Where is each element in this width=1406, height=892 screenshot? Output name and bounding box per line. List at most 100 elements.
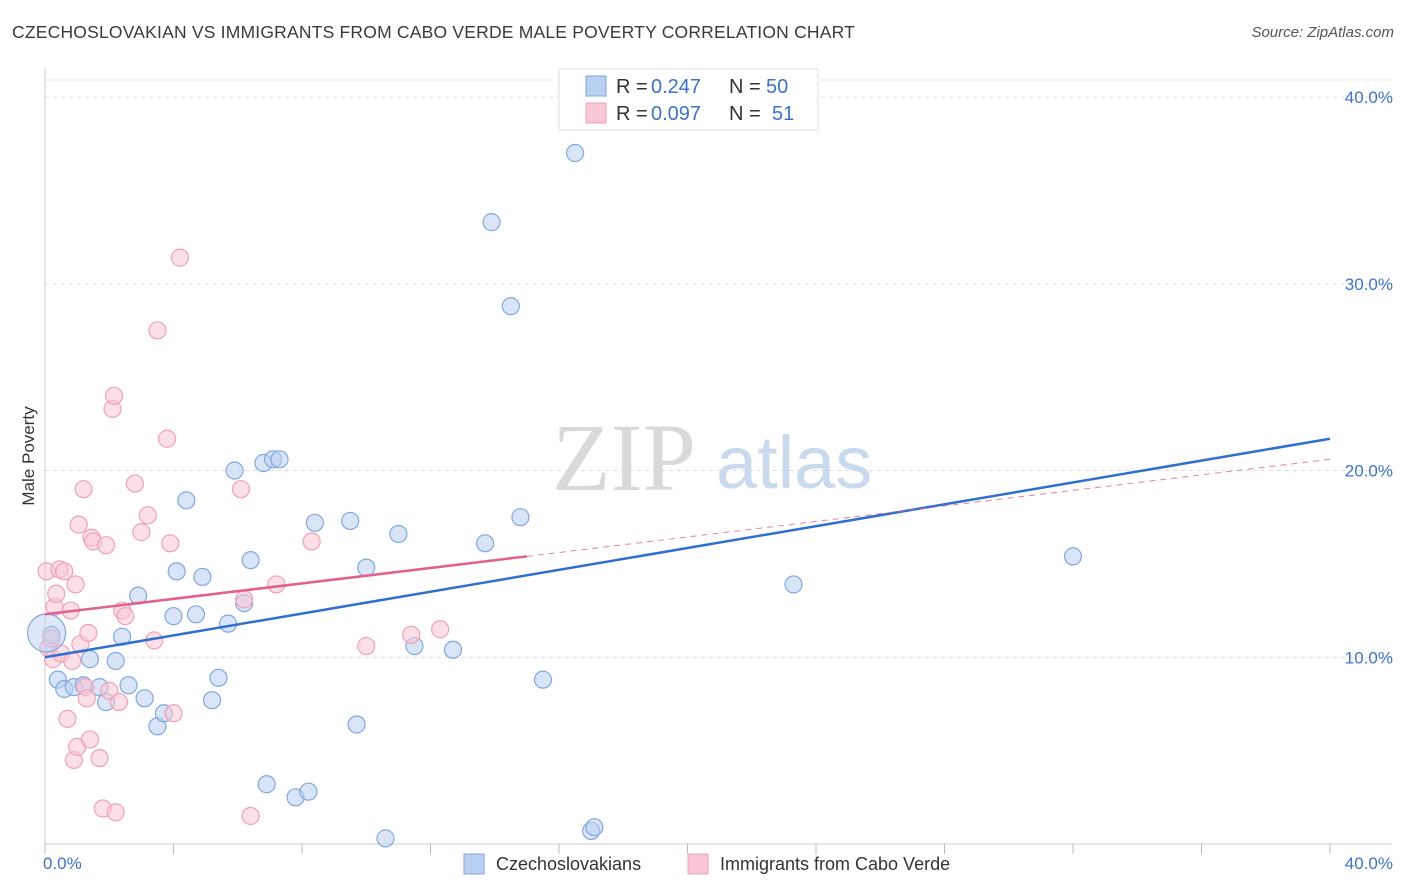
chart-source: Source: ZipAtlas.com [1251,24,1394,41]
point-czechoslovakians [209,668,228,687]
y-axis-title: Male Poverty [19,406,38,506]
point-czechoslovakians [119,676,138,695]
watermark-atlas: atlas [716,421,872,504]
point-cabo-verde [104,386,124,405]
point-czechoslovakians [341,511,360,531]
legend-swatch-czech [585,75,607,97]
point-cabo-verde [148,321,167,340]
legend-n-value-cabo: 51 [772,103,794,125]
point-cabo-verde [402,625,421,644]
point-cabo-verde [170,248,190,267]
point-cabo-verde [125,474,145,493]
legend-stats: R = 0.247 N = 50 R = 0.097 N = 51 [558,68,819,131]
legend-swatch-cabo [585,102,607,124]
point-czechoslovakians [219,614,238,633]
point-cabo-verde [58,709,77,728]
point-cabo-verde [235,590,254,609]
point-czechoslovakians [305,513,324,532]
legend-n-label-czech: N = [729,76,761,98]
legend-bottom-label-czech: Czechoslovakians [496,854,641,874]
trend-line-cabo-verde [44,555,528,616]
point-cabo-verde [267,575,286,594]
point-czechoslovakians [784,575,803,594]
point-cabo-verde [79,623,98,643]
point-czechoslovakians [106,651,125,671]
point-czechoslovakians [202,691,222,710]
point-czechoslovakians [347,715,366,734]
point-cabo-verde [302,532,321,551]
point-cabo-verde [164,704,183,723]
point-czechoslovakians [80,650,100,669]
point-czechoslovakians [177,491,196,510]
point-czechoslovakians [565,143,585,163]
point-czechoslovakians [357,558,376,577]
x-tick-label: 0.0% [43,854,82,873]
y-tick-label: 10.0% [1345,648,1393,667]
trend-lines [44,437,1331,659]
point-cabo-verde [357,636,376,656]
point-czechoslovakians [443,640,463,659]
point-cabo-verde [138,506,157,525]
point-czechoslovakians [164,607,183,626]
point-czechoslovakians [482,213,501,232]
point-czechoslovakians [135,689,154,708]
axes [44,68,1392,854]
point-cabo-verde [106,803,125,822]
point-cabo-verde [116,607,135,626]
point-czechoslovakians [1063,547,1083,566]
trend-line-cabo-verde-extension [526,458,1331,557]
point-cabo-verde [90,748,109,768]
legend-bottom-swatch-czech [463,853,485,875]
point-czechoslovakians [241,551,260,570]
point-cabo-verde [55,562,74,581]
point-cabo-verde [109,692,128,712]
legend-series: Czechoslovakians Immigrants from Cabo Ve… [463,853,950,875]
y-tick-label: 20.0% [1345,462,1393,481]
point-cabo-verde [161,534,180,553]
point-cabo-verde [47,584,66,603]
point-cabo-verde [74,480,93,499]
legend-bottom-label-cabo: Immigrants from Cabo Verde [720,854,950,874]
trend-line-czechoslovakians [44,437,1331,659]
point-cabo-verde [77,689,96,708]
data-points [27,143,1083,848]
point-cabo-verde [157,429,177,448]
point-czechoslovakians [186,605,206,624]
y-tick-label: 30.0% [1345,275,1393,294]
point-czechoslovakians [299,782,318,801]
point-czechoslovakians [193,567,212,587]
point-cabo-verde [63,651,82,671]
point-cabo-verde [80,730,100,749]
point-czechoslovakians [511,508,530,527]
point-cabo-verde [231,480,251,499]
legend-r-value-czech: 0.247 [651,76,701,98]
point-czechoslovakians [585,818,604,837]
legend-n-label-cabo: N = [729,103,761,125]
point-cabo-verde [69,515,88,534]
legend-n-value-czech: 50 [766,76,788,98]
point-cabo-verde [241,806,260,826]
point-czechoslovakians [167,562,186,581]
point-cabo-verde [431,620,450,639]
point-cabo-verde [96,536,116,555]
point-cabo-verde [132,523,151,542]
x-tick-label: 40.0% [1345,854,1393,873]
legend-r-label-cabo: R = [616,103,648,125]
point-czechoslovakians [476,534,495,553]
point-czechoslovakians [225,461,244,480]
chart-title: CZECHOSLOVAKIAN VS IMMIGRANTS FROM CABO … [12,22,856,42]
point-czechoslovakians [501,297,520,316]
legend-r-value-cabo: 0.097 [651,103,701,125]
point-czechoslovakians [376,829,395,848]
legend-r-label-czech: R = [616,76,648,98]
y-tick-label: 40.0% [1345,88,1393,107]
point-czechoslovakians [270,450,289,469]
tick-labels: 10.0% 20.0% 30.0% 40.0% 0.0% 40.0% [43,88,1393,873]
point-czechoslovakians [533,670,553,689]
watermark-zip: ZIP [552,404,696,511]
point-czechoslovakians [257,775,276,794]
point-cabo-verde [66,575,85,594]
point-czechoslovakians-large [27,613,67,653]
point-czechoslovakians [389,524,408,544]
